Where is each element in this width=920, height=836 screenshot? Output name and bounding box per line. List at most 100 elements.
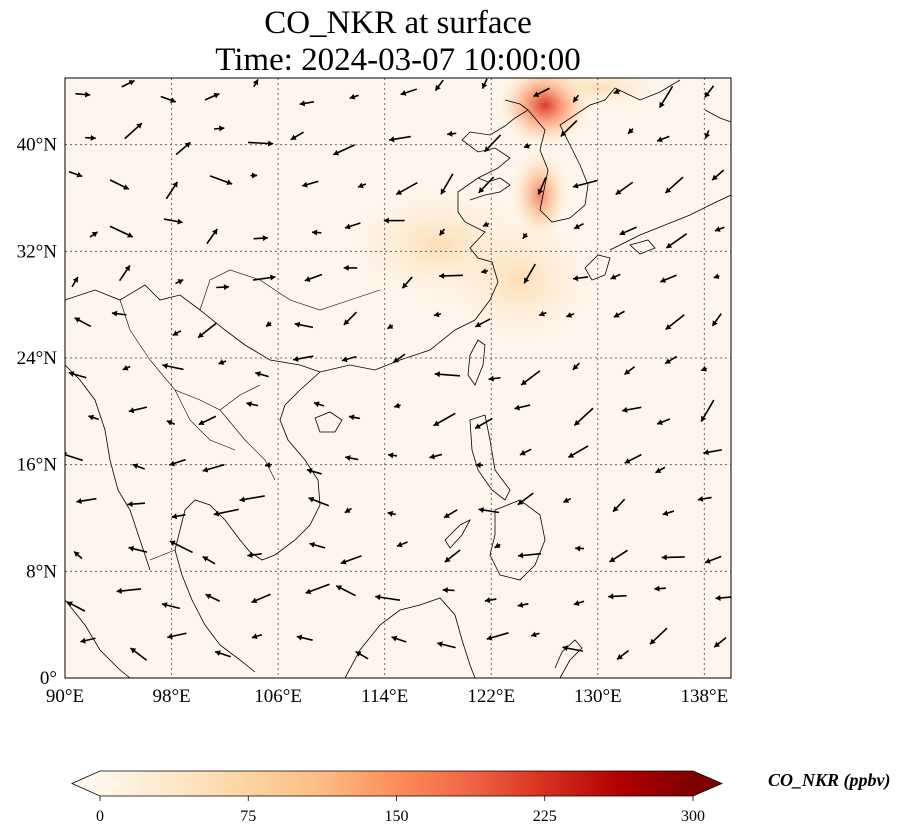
coastline-mainland — [65, 99, 529, 373]
wind-vector — [438, 228, 446, 236]
wind-vector-head — [478, 507, 484, 514]
wind-vector-head — [177, 218, 183, 225]
lon-tick-label: 106°E — [254, 686, 302, 707]
wind-vector — [344, 222, 361, 230]
wind-vector — [252, 79, 259, 88]
wind-vector — [429, 453, 443, 460]
wind-vector-head — [67, 601, 73, 607]
colorbar-tick-label: 300 — [681, 808, 705, 825]
wind-vector — [246, 401, 259, 408]
wind-vector-head — [341, 356, 348, 363]
wind-vector — [573, 600, 585, 606]
coastline-hokkaido — [704, 109, 731, 123]
wind-vector — [166, 420, 176, 426]
map-subtitle-time: Time: 2024-03-07 10:00:00 — [215, 42, 581, 78]
wind-vector — [248, 140, 274, 147]
wind-vector — [311, 229, 322, 236]
wind-vector — [161, 602, 181, 610]
wind-vector-head — [615, 189, 622, 195]
wind-vector — [627, 128, 634, 135]
co-concentration-field — [350, 78, 660, 340]
wind-vector — [109, 225, 134, 238]
wind-vector — [434, 371, 461, 378]
wind-vector-head — [524, 277, 530, 284]
wind-vector-head — [575, 545, 581, 552]
wind-vector-head — [76, 498, 82, 505]
wind-vector — [197, 322, 217, 339]
wind-vector-head — [697, 495, 704, 502]
wind-vector — [538, 310, 547, 317]
wind-vector-head — [72, 276, 78, 283]
wind-vector-head — [80, 637, 86, 644]
wind-vector-head — [128, 80, 135, 86]
wind-vector — [111, 310, 127, 317]
wind-vector — [481, 78, 488, 89]
wind-vector-head — [132, 463, 139, 470]
lon-tick-label: 90°E — [46, 686, 84, 707]
wind-vector — [533, 87, 550, 98]
wind-vector — [517, 552, 542, 559]
wind-vector-head — [660, 277, 667, 283]
wind-vector — [290, 131, 304, 141]
wind-vector — [656, 418, 671, 426]
wind-vector — [613, 310, 625, 318]
gridlines — [65, 78, 731, 678]
wind-vector-head — [665, 324, 672, 330]
wind-vector — [124, 122, 143, 140]
wind-vector-head — [439, 272, 445, 279]
wind-vector-head — [533, 91, 540, 97]
wind-vector — [609, 549, 628, 563]
wind-vector — [198, 415, 217, 426]
wind-vector-head — [714, 226, 721, 232]
wind-vector — [333, 144, 355, 156]
wind-vector — [247, 552, 262, 559]
wind-vector — [175, 278, 184, 285]
wind-vector-head — [531, 631, 537, 638]
wind-vector-head — [442, 587, 448, 594]
wind-vector-head — [127, 501, 133, 508]
wind-vector-head — [391, 635, 398, 642]
wind-vector-head — [539, 310, 545, 317]
wind-vector — [514, 404, 531, 411]
wind-vector-head — [305, 588, 312, 595]
wind-vector — [655, 466, 666, 474]
wind-vector — [216, 284, 229, 291]
wind-vector-head — [355, 651, 362, 657]
colorbar-extend-min — [72, 771, 100, 796]
wind-vector — [301, 180, 319, 188]
wind-vector — [387, 452, 398, 459]
wind-vector-head — [610, 274, 617, 280]
wind-vector-head — [494, 542, 501, 548]
wind-vector-head — [251, 597, 258, 604]
wind-vector — [704, 130, 711, 139]
coastline-visayas-mindanao — [489, 499, 546, 581]
wind-vector-head — [91, 231, 98, 238]
wind-vector-head — [662, 510, 669, 516]
wind-vector-head — [609, 556, 616, 562]
lat-tick-label: 8°N — [26, 561, 57, 582]
wind-vector — [309, 541, 326, 549]
coastline-borneo — [344, 597, 476, 678]
wind-vector-head — [713, 273, 720, 280]
wind-vector — [375, 594, 401, 601]
wind-vector — [395, 182, 418, 196]
wind-vector-head — [161, 602, 168, 608]
wind-vector-head — [714, 641, 720, 648]
wind-vector — [439, 272, 463, 279]
wind-vector — [537, 177, 547, 195]
wind-vector — [250, 172, 258, 179]
wind-vector-head — [128, 545, 135, 552]
colorbar-ticks: 0 75 150 225 300 — [96, 796, 705, 825]
wind-vector — [75, 91, 91, 98]
wind-vector-head — [563, 497, 570, 503]
wind-vector — [122, 365, 131, 371]
wind-vector — [700, 399, 715, 423]
wind-vector — [444, 549, 461, 563]
wind-vector — [658, 85, 674, 109]
wind-vector — [572, 362, 580, 371]
colorbar-extend-max — [693, 771, 722, 796]
wind-vector-head — [649, 638, 656, 645]
wind-vector — [306, 468, 322, 475]
concentration-hotspot-northeast-china — [500, 78, 590, 145]
